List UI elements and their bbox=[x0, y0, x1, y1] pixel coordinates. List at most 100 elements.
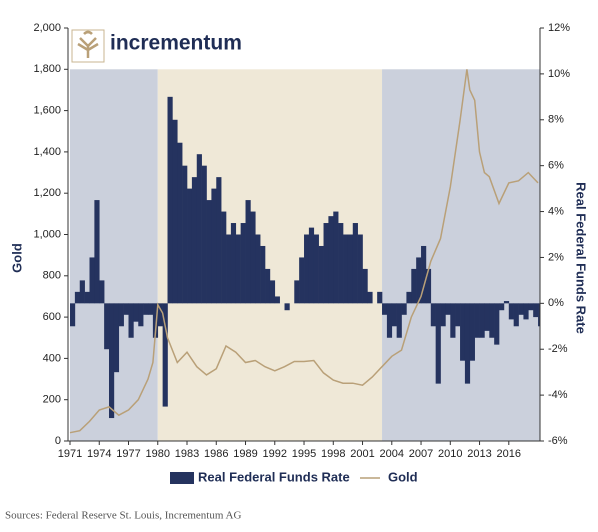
rate-bar bbox=[484, 303, 490, 331]
rate-bar bbox=[367, 291, 373, 304]
rate-bar bbox=[362, 268, 368, 304]
rate-bar bbox=[245, 200, 251, 304]
rate-bar bbox=[416, 257, 422, 304]
rate-bar bbox=[167, 96, 173, 304]
rate-bar bbox=[148, 303, 154, 315]
rate-bar bbox=[201, 165, 207, 304]
y-axis-title: Gold bbox=[9, 243, 24, 273]
rate-bar bbox=[109, 303, 115, 419]
x-tick-label: 2013 bbox=[467, 448, 491, 460]
x-tick-label: 1977 bbox=[116, 448, 140, 460]
rate-bar bbox=[533, 303, 539, 318]
rate-bar bbox=[304, 234, 310, 304]
rate-bar bbox=[196, 154, 202, 304]
x-tick-label: 1989 bbox=[233, 448, 257, 460]
rate-bar bbox=[235, 234, 241, 304]
rate-bar bbox=[143, 303, 149, 315]
rate-bar bbox=[94, 200, 100, 304]
y2-tick-label: 8% bbox=[548, 114, 564, 126]
rate-bar bbox=[450, 303, 456, 338]
source: Sources: Federal Reserve St. Louis, Incr… bbox=[5, 510, 242, 522]
gold-line bbox=[69, 69, 539, 434]
y-tick-label: 1,200 bbox=[33, 187, 61, 199]
rate-bar bbox=[396, 303, 402, 338]
rate-bar bbox=[474, 303, 480, 338]
rate-bar bbox=[464, 303, 471, 384]
y2-tick-label: -2% bbox=[548, 343, 568, 355]
period-band bbox=[382, 69, 540, 442]
rate-bar bbox=[503, 301, 510, 304]
x-tick-label: 1971 bbox=[58, 448, 82, 460]
y2-tick-label: -6% bbox=[548, 435, 568, 447]
rate-bar bbox=[508, 303, 514, 320]
rate-bar bbox=[352, 223, 358, 304]
rate-bar bbox=[172, 119, 178, 304]
rate-bar bbox=[411, 268, 417, 304]
rate-bar bbox=[162, 303, 168, 407]
x-tick-label: 1983 bbox=[175, 448, 199, 460]
rate-bar bbox=[240, 223, 246, 304]
x-tick-label: 2016 bbox=[497, 448, 521, 460]
rate-bar bbox=[435, 303, 441, 384]
rate-bar bbox=[494, 303, 500, 345]
rate-bar bbox=[328, 216, 334, 304]
y2-tick-label: 2% bbox=[548, 251, 564, 263]
rate-bar bbox=[338, 223, 344, 304]
rate-bar bbox=[70, 303, 76, 327]
rate-bar bbox=[133, 303, 139, 322]
y-tick-label: 1,600 bbox=[33, 105, 61, 117]
y2-tick-label: 0% bbox=[548, 297, 564, 309]
rate-bar bbox=[391, 303, 397, 327]
rate-bar bbox=[269, 280, 276, 304]
rate-bar bbox=[479, 303, 485, 338]
rate-bar bbox=[182, 165, 188, 304]
y-tick-label: 2,000 bbox=[33, 22, 61, 34]
rate-bar bbox=[528, 303, 534, 311]
rate-bar bbox=[79, 280, 85, 304]
y2-tick-label: 6% bbox=[548, 160, 564, 172]
rate-bar bbox=[401, 303, 407, 315]
rate-bar bbox=[421, 245, 427, 304]
x-tick-label: 1986 bbox=[204, 448, 228, 460]
rate-bar bbox=[206, 200, 212, 304]
rate-bar bbox=[221, 211, 227, 304]
rate-bar bbox=[313, 234, 319, 304]
rate-bar bbox=[469, 303, 475, 361]
rate-bar bbox=[250, 211, 256, 304]
rate-bar bbox=[230, 223, 237, 304]
rate-bar bbox=[518, 303, 524, 315]
y2-tick-label: 4% bbox=[548, 205, 564, 217]
logo-tree bbox=[77, 30, 99, 58]
rate-bar bbox=[445, 303, 451, 315]
rate-bar bbox=[274, 296, 280, 304]
rate-bar bbox=[226, 234, 232, 304]
rate-bar bbox=[333, 211, 339, 304]
rate-bar bbox=[260, 245, 266, 304]
rate-bar bbox=[255, 234, 261, 304]
y2-tick-label: -4% bbox=[548, 389, 568, 401]
rate-bar bbox=[538, 303, 541, 327]
rate-bar bbox=[118, 303, 124, 327]
rate-bar bbox=[128, 303, 134, 338]
x-tick-label: 1974 bbox=[87, 448, 111, 460]
rate-bar bbox=[377, 291, 383, 304]
rate-bar bbox=[157, 303, 163, 327]
rate-bar bbox=[460, 303, 466, 361]
logo: incrementum bbox=[71, 29, 242, 63]
rate-bar bbox=[265, 268, 271, 304]
x-tick-label: 1998 bbox=[321, 448, 345, 460]
rate-bar bbox=[489, 303, 495, 338]
y-tick-label: 1,000 bbox=[33, 228, 61, 240]
x-tick-label: 2007 bbox=[409, 448, 433, 460]
legend-label: Real Federal Funds Rate bbox=[198, 469, 350, 484]
brand: incrementum bbox=[110, 32, 242, 55]
y2-tick-label: 10% bbox=[548, 68, 570, 80]
rate-bar bbox=[406, 291, 412, 304]
x-tick-label: 2004 bbox=[380, 448, 404, 460]
rate-bar bbox=[84, 291, 90, 304]
rate-bar bbox=[216, 177, 222, 304]
x-tick-label: 2001 bbox=[350, 448, 374, 460]
rate-bar bbox=[191, 177, 198, 304]
y-tick-label: 600 bbox=[43, 311, 61, 323]
y2-tick-label: 12% bbox=[548, 22, 570, 34]
